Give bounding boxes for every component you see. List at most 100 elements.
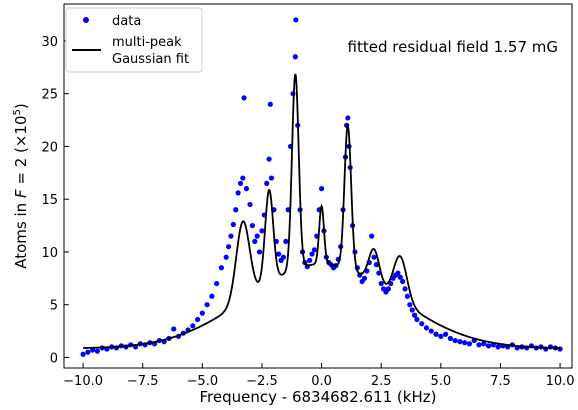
data-point — [466, 341, 473, 347]
data-point — [256, 249, 263, 255]
data-point — [223, 254, 229, 260]
ticks-layer: −10.0 −7.5 −5.0 −2.5 0.0 2.5 5.0 7.5 10.0 0 5 10 15 2… — [41, 35, 574, 389]
y-tick-label: 20 — [41, 140, 58, 155]
x-tick-label: 0.0 — [311, 374, 332, 389]
data-point — [307, 257, 313, 263]
legend: data multi-peak Gaussian fit — [65, 7, 203, 73]
y-tick-label: 25 — [41, 88, 58, 103]
fit-curve — [83, 73, 561, 349]
data-point — [395, 270, 401, 276]
data-point — [371, 254, 377, 260]
legend-data-marker — [83, 17, 89, 23]
data-point — [433, 331, 439, 337]
fit-layer — [83, 73, 561, 349]
y-axis-label-variable: F — [12, 189, 30, 198]
y-tick-label: 15 — [41, 193, 58, 208]
data-point — [266, 156, 272, 162]
y-axis-label-suffix: ) — [12, 103, 30, 109]
data-point — [378, 280, 384, 287]
data-point — [318, 186, 325, 192]
y-tick-label: 5 — [50, 299, 58, 314]
data-point — [241, 95, 247, 101]
data-point — [233, 207, 239, 213]
x-axis-label: Frequency - 6834682.611 (kHz) — [200, 388, 437, 406]
y-tick-label: 30 — [41, 35, 58, 50]
x-tick-label: 7.5 — [490, 374, 511, 389]
data-point — [171, 326, 177, 332]
data-point — [243, 186, 250, 192]
data-point — [414, 316, 420, 323]
data-point — [452, 337, 458, 344]
data-point — [438, 333, 444, 339]
data-point — [485, 343, 492, 349]
data-point — [85, 349, 91, 355]
x-tick-label: −10.0 — [63, 374, 103, 389]
data-point — [240, 175, 246, 181]
data-point — [369, 233, 375, 239]
data-point — [407, 302, 413, 308]
x-tick-label: −2.5 — [246, 374, 278, 389]
data-point — [204, 302, 210, 308]
y-axis-label-exponent: 5 — [12, 109, 23, 115]
y-axis-label-prefix: Atoms in — [12, 198, 30, 269]
x-tick-label: −7.5 — [127, 374, 159, 389]
data-point — [214, 280, 220, 287]
data-point — [311, 247, 318, 253]
data-point — [267, 101, 273, 107]
data-point — [276, 251, 282, 257]
y-axis-label-mid: = 2 (×10 — [12, 115, 30, 189]
data-point — [199, 310, 205, 316]
data-point — [247, 201, 253, 208]
data-point — [218, 265, 225, 271]
data-point — [264, 180, 270, 186]
data-point — [428, 328, 434, 334]
y-tick-label: 0 — [50, 351, 58, 366]
data-point — [228, 233, 234, 239]
y-tick-label: 10 — [41, 246, 58, 261]
data-point — [190, 323, 196, 329]
data-point — [259, 228, 265, 234]
data-point — [400, 278, 406, 285]
data-point — [252, 238, 258, 244]
data-point — [237, 180, 244, 186]
data-point — [230, 221, 236, 228]
data-point — [94, 348, 100, 354]
data-point — [194, 316, 201, 323]
data-point — [280, 254, 287, 260]
data-point — [462, 340, 468, 346]
data-point — [309, 251, 315, 257]
data-point — [442, 331, 449, 337]
x-tick-label: 10.0 — [546, 374, 575, 389]
legend-box — [65, 7, 203, 73]
data-point — [361, 275, 368, 281]
data-point — [495, 344, 501, 350]
data-point — [404, 293, 411, 299]
annotation-residual-field: fitted residual field 1.57 mG — [348, 38, 558, 56]
data-point — [447, 335, 453, 342]
data-point — [402, 286, 408, 292]
legend-fit-label-line2: Gaussian fit — [112, 52, 189, 67]
data-point — [254, 233, 260, 239]
data-point — [457, 339, 463, 345]
data-point — [476, 342, 482, 348]
data-point — [385, 286, 391, 292]
data-point — [268, 175, 275, 181]
data-point — [419, 321, 425, 327]
data-point — [373, 262, 380, 268]
data-point — [283, 238, 289, 244]
x-tick-label: 5.0 — [430, 374, 451, 389]
data-point — [293, 17, 299, 23]
data-point — [225, 244, 232, 250]
data-point — [481, 341, 487, 347]
data-point — [235, 190, 241, 196]
data-point — [397, 274, 403, 280]
data-point — [411, 312, 418, 318]
y-axis-label: Atoms in F = 2 (×105) — [12, 103, 30, 269]
legend-data-label: data — [112, 14, 141, 29]
data-point — [292, 54, 298, 60]
data-point — [409, 307, 415, 313]
data-point — [345, 115, 351, 121]
plot-frame — [63, 3, 573, 369]
